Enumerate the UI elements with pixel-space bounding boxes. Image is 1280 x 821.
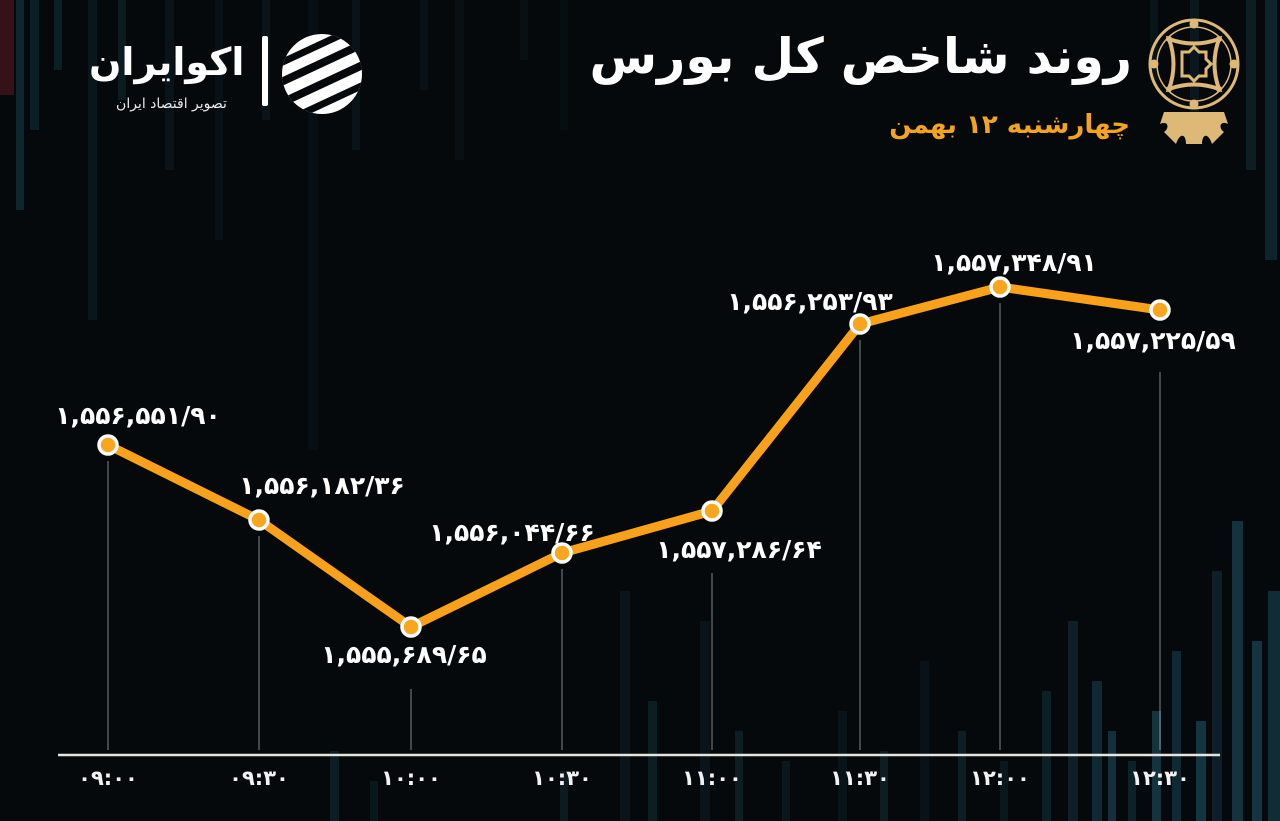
x-axis-tick-label: ۱۱:۰۰ (682, 766, 742, 790)
x-axis-tick-label: ۱۰:۳۰ (532, 766, 592, 790)
x-axis-tick-label: ۰۹:۰۰ (78, 766, 138, 790)
data-point-marker (989, 276, 1011, 298)
data-point-marker (1149, 299, 1171, 321)
data-point-marker (551, 542, 573, 564)
data-point-marker (701, 500, 723, 522)
x-axis-tick-label: ۱۱:۳۰ (830, 766, 890, 790)
data-point-marker (400, 616, 422, 638)
data-point-value-label: ۱,۵۵۶,۱۸۲/۳۶ (239, 471, 405, 500)
data-point-marker (849, 313, 871, 335)
bourse-emblem-icon (1144, 14, 1244, 154)
ecoiran-brand: اکوایران تصویر اقتصاد ایران (46, 22, 376, 132)
data-point-value-label: ۱,۵۵۶,۲۵۳/۹۳ (727, 287, 893, 316)
data-point-value-label: ۱,۵۵۷,۲۸۶/۶۴ (656, 535, 822, 564)
x-axis-tick-label: ۱۲:۰۰ (970, 766, 1030, 790)
data-point-value-label: ۱,۵۵۵,۶۸۹/۶۵ (321, 640, 487, 669)
index-trend-series-line (103, 282, 1165, 632)
brand-tagline: تصویر اقتصاد ایران (116, 96, 227, 112)
page-title: روند شاخص کل بورس (589, 28, 1132, 85)
brand-name: اکوایران (89, 40, 245, 84)
data-point-value-label: ۱,۵۵۶,۰۴۴/۶۶ (429, 518, 595, 547)
data-point-marker (248, 509, 270, 531)
x-axis-tick-label: ۱۰:۰۰ (381, 766, 441, 790)
data-point-value-label: ۱,۵۵۷,۲۲۵/۵۹ (1070, 326, 1236, 355)
page-date: چهارشنبه ۱۲ بهمن (889, 110, 1130, 140)
data-point-marker (97, 434, 119, 456)
x-axis-tick-label: ۱۲:۳۰ (1130, 766, 1190, 790)
x-axis-tick-label: ۰۹:۳۰ (229, 766, 289, 790)
ecoiran-logo-icon (266, 18, 378, 134)
data-point-value-label: ۱,۵۵۶,۵۵۱/۹۰ (55, 401, 221, 430)
brand-separator (262, 36, 268, 106)
data-point-value-label: ۱,۵۵۷,۳۴۸/۹۱ (931, 248, 1097, 277)
